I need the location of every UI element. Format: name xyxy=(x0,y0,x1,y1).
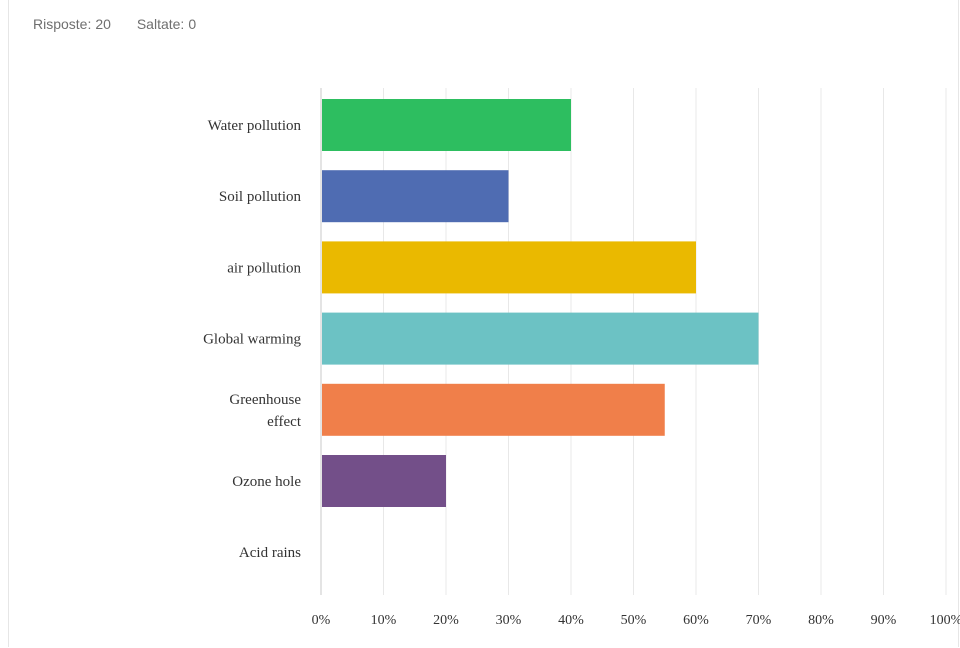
bar xyxy=(322,241,696,294)
x-tick-label: 40% xyxy=(558,613,584,628)
category-label: effect xyxy=(267,414,302,430)
x-tick-label: 90% xyxy=(871,613,897,628)
x-tick-label: 20% xyxy=(433,613,459,628)
skipped-count: Saltate: 0 xyxy=(137,16,196,32)
x-tick-label: 70% xyxy=(746,613,772,628)
skipped-value: 0 xyxy=(188,16,197,32)
category-label: Soil pollution xyxy=(219,189,302,205)
bar xyxy=(322,99,571,151)
response-summary: Risposte: 20 Saltate: 0 xyxy=(33,16,218,32)
responses-value: 20 xyxy=(95,16,111,32)
skipped-label: Saltate: xyxy=(136,16,185,32)
x-tick-labels: 0% 10% 20% 30% 40% 50% 60% 70% 80% 90% 100% xyxy=(312,613,960,628)
x-tick-label: 10% xyxy=(371,613,397,628)
x-tick-label: 0% xyxy=(312,613,331,628)
category-label: Ozone hole xyxy=(232,474,301,490)
bar xyxy=(322,455,446,507)
category-label: Global warming xyxy=(203,332,301,348)
bar xyxy=(322,383,665,436)
bar xyxy=(322,170,509,223)
category-label: Acid rains xyxy=(239,545,301,561)
responses-label: Risposte: xyxy=(33,16,92,32)
category-label: Water pollution xyxy=(208,118,302,134)
bars xyxy=(322,99,759,507)
x-tick-label: 30% xyxy=(496,613,522,628)
category-label: Greenhouse xyxy=(229,392,301,408)
x-tick-label: 80% xyxy=(808,613,834,628)
x-tick-label: 60% xyxy=(683,613,709,628)
x-tick-label: 50% xyxy=(621,613,647,628)
responses-count: Risposte: 20 xyxy=(33,16,115,32)
page-frame xyxy=(8,0,959,647)
bar xyxy=(322,312,759,365)
category-label: air pollution xyxy=(227,260,301,276)
x-tick-label: 100% xyxy=(930,613,960,628)
category-labels: Water pollution Soil pollution air polluti… xyxy=(203,118,302,561)
